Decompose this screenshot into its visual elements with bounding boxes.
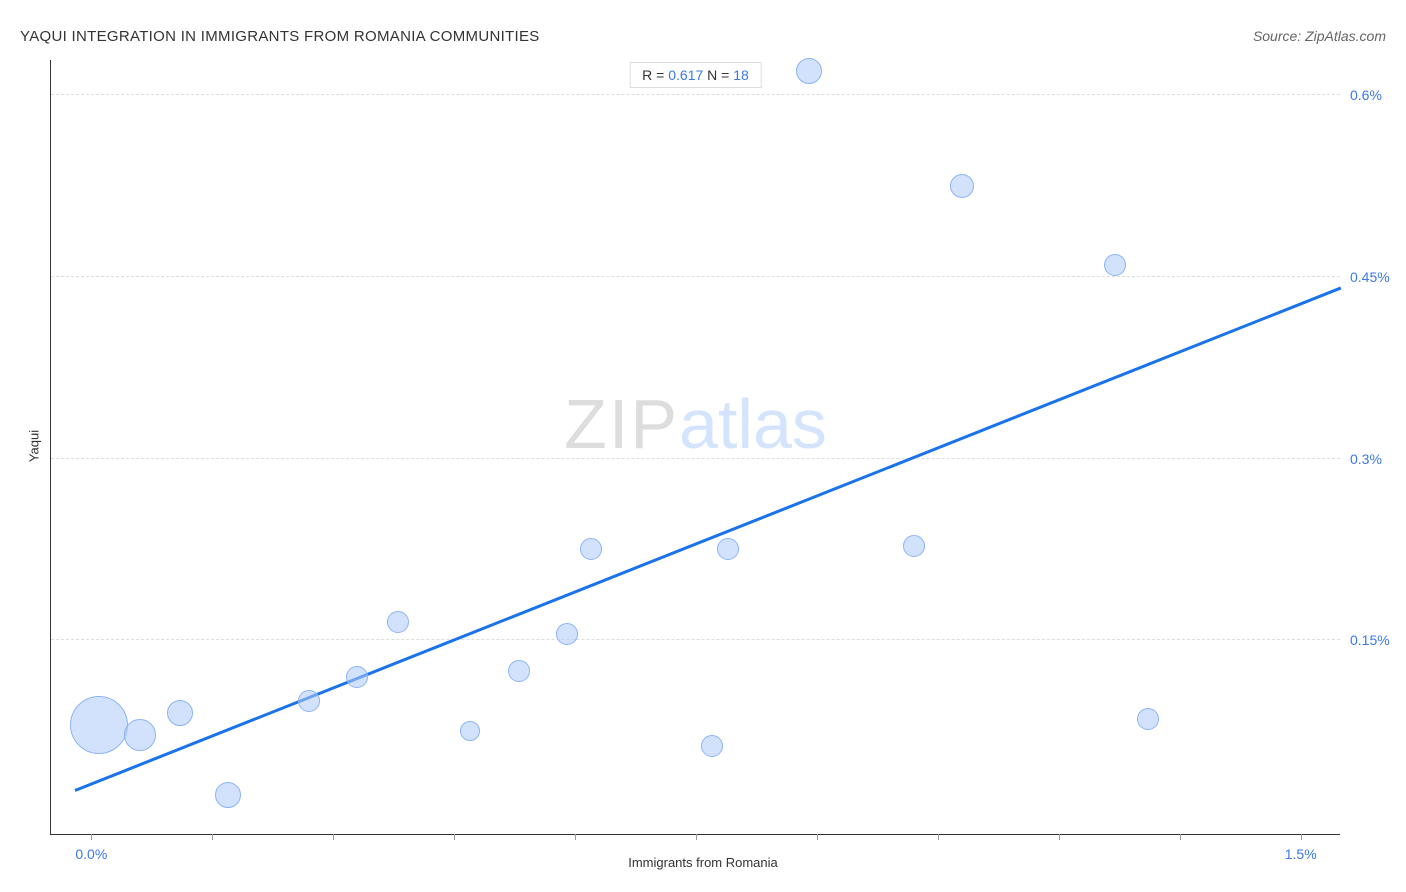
x-tick — [454, 834, 455, 840]
data-point — [903, 535, 925, 557]
x-tick — [1180, 834, 1181, 840]
data-point — [167, 700, 193, 726]
data-point — [508, 660, 530, 682]
data-point — [796, 58, 822, 84]
x-tick — [91, 834, 92, 840]
r-label: R = — [642, 67, 668, 83]
data-point — [387, 611, 409, 633]
data-point — [1137, 708, 1159, 730]
data-point — [460, 721, 480, 741]
x-tick — [1301, 834, 1302, 840]
y-tick-label: 0.3% — [1350, 451, 1400, 467]
x-tick — [575, 834, 576, 840]
x-tick — [1059, 834, 1060, 840]
gridline — [51, 94, 1340, 95]
plot-area: R = 0.617 N = 18 ZIPatlas 0.15%0.3%0.45%… — [50, 60, 1340, 835]
data-point — [124, 719, 156, 751]
data-point — [950, 174, 974, 198]
gridline — [51, 458, 1340, 459]
gridline — [51, 276, 1340, 277]
source-label: Source: ZipAtlas.com — [1253, 28, 1386, 44]
chart-container: YAQUI INTEGRATION IN IMMIGRANTS FROM ROM… — [0, 0, 1406, 892]
data-point — [215, 782, 241, 808]
data-point — [298, 690, 320, 712]
data-point — [1104, 254, 1126, 276]
y-axis-label: Yaqui — [27, 430, 42, 462]
x-tick — [817, 834, 818, 840]
watermark-atlas: atlas — [679, 385, 827, 463]
watermark: ZIPatlas — [564, 384, 827, 464]
stats-box: R = 0.617 N = 18 — [629, 62, 762, 88]
x-tick — [212, 834, 213, 840]
y-tick-label: 0.6% — [1350, 87, 1400, 103]
data-point — [556, 623, 578, 645]
x-tick — [696, 834, 697, 840]
data-point — [70, 696, 128, 754]
data-point — [346, 666, 368, 688]
n-value: 18 — [733, 67, 749, 83]
x-tick — [938, 834, 939, 840]
x-tick-label: 1.5% — [1285, 846, 1317, 862]
chart-title: YAQUI INTEGRATION IN IMMIGRANTS FROM ROM… — [20, 28, 540, 45]
r-value: 0.617 — [668, 67, 703, 83]
n-label: N = — [703, 67, 733, 83]
data-point — [701, 735, 723, 757]
data-point — [717, 538, 739, 560]
data-point — [580, 538, 602, 560]
gridline — [51, 639, 1340, 640]
x-tick — [333, 834, 334, 840]
x-axis-label: Immigrants from Romania — [628, 855, 778, 870]
y-tick-label: 0.15% — [1350, 632, 1400, 648]
watermark-zip: ZIP — [564, 385, 679, 463]
y-tick-label: 0.45% — [1350, 269, 1400, 285]
x-tick-label: 0.0% — [75, 846, 107, 862]
